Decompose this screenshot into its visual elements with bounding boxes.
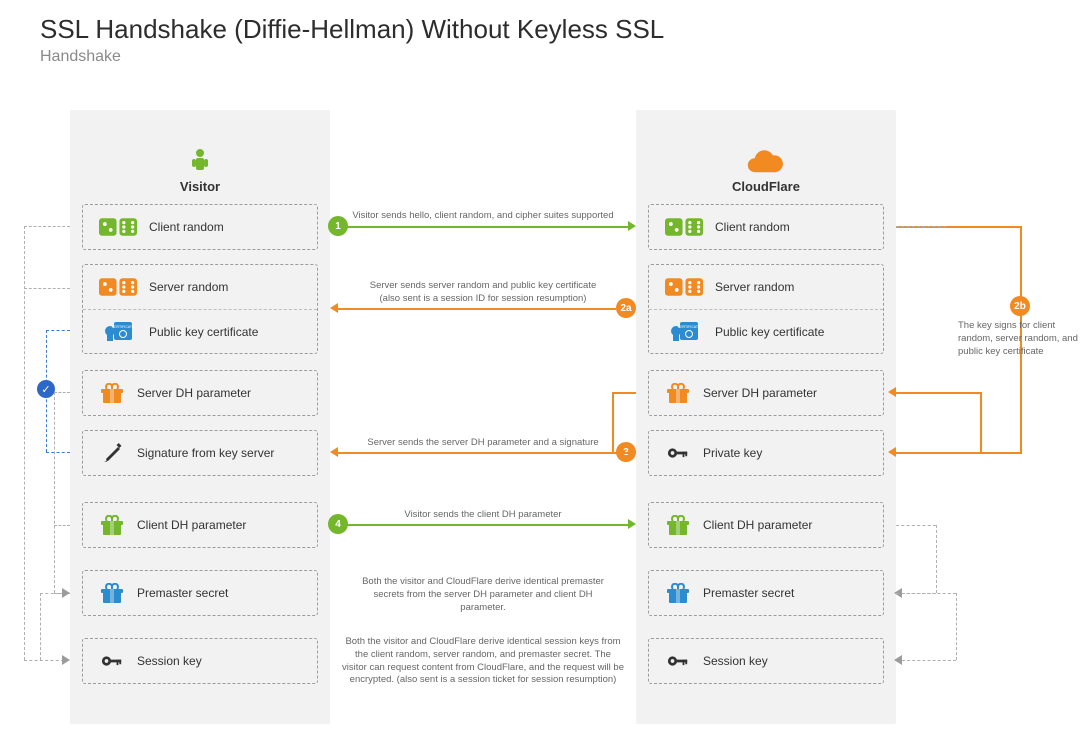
visitor-column: Visitor Client random Server random Public… bbox=[70, 110, 330, 724]
data-row: Client random bbox=[649, 205, 883, 249]
pencil-icon bbox=[97, 443, 127, 463]
data-row: Server DH parameter bbox=[649, 371, 883, 415]
premaster-note: Both the visitor and CloudFlare derive i… bbox=[350, 576, 616, 614]
gift-icon bbox=[97, 583, 127, 603]
row-label: Client DH parameter bbox=[703, 518, 812, 532]
dice-icon bbox=[97, 217, 139, 237]
cloud-icon bbox=[744, 147, 788, 175]
cert-icon bbox=[97, 322, 139, 342]
row-label: Client DH parameter bbox=[137, 518, 246, 532]
dice-icon bbox=[663, 277, 705, 297]
row-label: Signature from key server bbox=[137, 446, 274, 460]
row-label: Premaster secret bbox=[137, 586, 228, 600]
step3-text: Server sends the server DH parameter and… bbox=[330, 437, 636, 450]
page-subtitle: Handshake bbox=[40, 48, 121, 66]
data-box: Client DH parameter bbox=[82, 502, 318, 548]
data-box: Session key bbox=[82, 638, 318, 684]
visitor-label: Visitor bbox=[180, 179, 220, 194]
row-label: Server DH parameter bbox=[703, 386, 817, 400]
key-icon bbox=[97, 651, 127, 671]
data-box: Client DH parameter bbox=[648, 502, 884, 548]
data-row: Server DH parameter bbox=[83, 371, 317, 415]
arrow-step4 bbox=[344, 524, 628, 526]
data-row: Signature from key server bbox=[83, 431, 317, 475]
row-label: Session key bbox=[137, 654, 202, 668]
data-box: Premaster secret bbox=[82, 570, 318, 616]
data-row: Premaster secret bbox=[83, 571, 317, 615]
cloudflare-label: CloudFlare bbox=[732, 179, 800, 194]
dice-icon bbox=[97, 277, 139, 297]
cert-icon bbox=[663, 322, 705, 342]
row-label: Server random bbox=[715, 280, 794, 294]
visitor-header: Visitor bbox=[80, 120, 320, 194]
row-label: Server DH parameter bbox=[137, 386, 251, 400]
data-box: Client random bbox=[648, 204, 884, 250]
data-box: Server random Public key certificate bbox=[648, 264, 884, 354]
data-row: Server random bbox=[649, 265, 883, 309]
data-box: Private key bbox=[648, 430, 884, 476]
person-icon bbox=[188, 143, 212, 175]
cloudflare-header: CloudFlare bbox=[646, 120, 886, 194]
data-row: Client DH parameter bbox=[83, 503, 317, 547]
data-row: Client random bbox=[83, 205, 317, 249]
arrow-step2a bbox=[338, 308, 616, 310]
data-row: Session key bbox=[649, 639, 883, 683]
data-row: Server random bbox=[83, 265, 317, 309]
gift-icon bbox=[663, 583, 693, 603]
key-icon bbox=[663, 651, 693, 671]
step2a-sub: (also sent is a session ID for session r… bbox=[330, 293, 636, 306]
step2b-text: The key signs for client random, server … bbox=[958, 320, 1078, 358]
step2a-text: Server sends server random and public ke… bbox=[330, 280, 636, 293]
row-label: Client random bbox=[715, 220, 790, 234]
gift-icon bbox=[97, 515, 127, 535]
arrow-step3 bbox=[338, 452, 616, 454]
row-label: Server random bbox=[149, 280, 228, 294]
data-box: Signature from key server bbox=[82, 430, 318, 476]
verify-check-icon: ✓ bbox=[37, 380, 55, 398]
gift-icon bbox=[97, 383, 127, 403]
gift-icon bbox=[663, 383, 693, 403]
arrow-step1 bbox=[344, 226, 628, 228]
data-box: Server random Public key certificate bbox=[82, 264, 318, 354]
step4-text: Visitor sends the client DH parameter bbox=[330, 509, 636, 522]
page-title: SSL Handshake (Diffie-Hellman) Without K… bbox=[40, 14, 664, 45]
dice-icon bbox=[663, 217, 705, 237]
data-row: Premaster secret bbox=[649, 571, 883, 615]
row-label: Public key certificate bbox=[715, 325, 824, 339]
data-row: Client DH parameter bbox=[649, 503, 883, 547]
step2b-badge: 2b bbox=[1010, 296, 1030, 316]
sessionkey-note: Both the visitor and CloudFlare derive i… bbox=[342, 636, 624, 687]
key-icon bbox=[663, 443, 693, 463]
row-label: Public key certificate bbox=[149, 325, 258, 339]
data-box: Client random bbox=[82, 204, 318, 250]
row-label: Premaster secret bbox=[703, 586, 794, 600]
data-box: Server DH parameter bbox=[648, 370, 884, 416]
step1-text: Visitor sends hello, client random, and … bbox=[330, 210, 636, 223]
data-row: Public key certificate bbox=[83, 309, 317, 353]
row-label: Private key bbox=[703, 446, 762, 460]
data-box: Server DH parameter bbox=[82, 370, 318, 416]
data-row: Session key bbox=[83, 639, 317, 683]
data-box: Premaster secret bbox=[648, 570, 884, 616]
data-row: Private key bbox=[649, 431, 883, 475]
data-row: Public key certificate bbox=[649, 309, 883, 353]
gift-icon bbox=[663, 515, 693, 535]
cloudflare-column: CloudFlare Client random Server random Pub… bbox=[636, 110, 896, 724]
row-label: Client random bbox=[149, 220, 224, 234]
data-box: Session key bbox=[648, 638, 884, 684]
row-label: Session key bbox=[703, 654, 768, 668]
message-lanes: 1 Visitor sends hello, client random, an… bbox=[330, 110, 636, 724]
